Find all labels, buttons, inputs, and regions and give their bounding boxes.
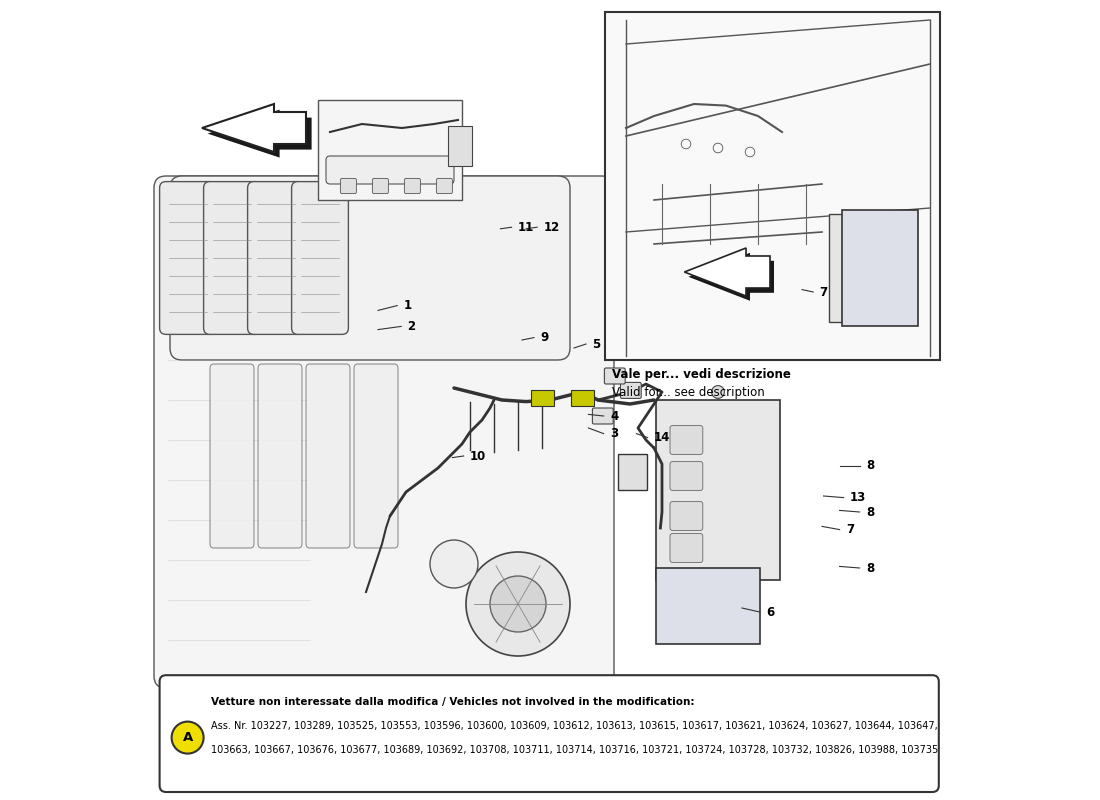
FancyBboxPatch shape [670, 462, 703, 490]
FancyBboxPatch shape [354, 364, 398, 548]
FancyBboxPatch shape [210, 364, 254, 548]
Text: epc.parts: epc.parts [254, 247, 526, 425]
FancyBboxPatch shape [248, 182, 305, 334]
FancyBboxPatch shape [829, 214, 850, 322]
FancyBboxPatch shape [405, 178, 420, 194]
FancyBboxPatch shape [531, 390, 554, 406]
Text: Ass. Nr. 103227, 103289, 103525, 103553, 103596, 103600, 103609, 103612, 103613,: Ass. Nr. 103227, 103289, 103525, 103553,… [211, 721, 937, 730]
Text: 7: 7 [846, 523, 854, 536]
FancyBboxPatch shape [571, 390, 594, 406]
FancyBboxPatch shape [170, 176, 570, 360]
Text: 8: 8 [866, 562, 874, 574]
Text: 8: 8 [866, 506, 874, 518]
Polygon shape [689, 253, 774, 301]
FancyBboxPatch shape [373, 178, 388, 194]
FancyBboxPatch shape [292, 182, 349, 334]
Text: Vetture non interessate dalla modifica / Vehicles not involved in the modificati: Vetture non interessate dalla modifica /… [211, 697, 694, 706]
FancyBboxPatch shape [258, 364, 303, 548]
FancyBboxPatch shape [318, 100, 462, 200]
FancyBboxPatch shape [842, 210, 918, 326]
Circle shape [430, 540, 478, 588]
Text: 7: 7 [820, 286, 827, 298]
FancyBboxPatch shape [604, 368, 625, 384]
Text: 13: 13 [850, 491, 867, 504]
Text: 3: 3 [610, 427, 618, 440]
FancyBboxPatch shape [437, 178, 452, 194]
Circle shape [172, 722, 204, 754]
Text: Vale per... vedi descrizione: Vale per... vedi descrizione [613, 368, 791, 381]
FancyBboxPatch shape [593, 408, 613, 424]
Text: A: A [183, 731, 192, 744]
Text: 14: 14 [654, 431, 670, 444]
FancyBboxPatch shape [670, 534, 703, 562]
Text: Valid for... see description: Valid for... see description [613, 386, 766, 398]
FancyBboxPatch shape [160, 182, 217, 334]
Polygon shape [684, 248, 770, 296]
FancyBboxPatch shape [657, 400, 780, 580]
Circle shape [466, 552, 570, 656]
FancyBboxPatch shape [670, 426, 703, 454]
Text: since 1995: since 1995 [341, 360, 566, 504]
Text: 9: 9 [540, 331, 549, 344]
Text: 6: 6 [766, 606, 774, 618]
FancyBboxPatch shape [605, 12, 939, 360]
FancyBboxPatch shape [204, 182, 261, 334]
Text: 103663, 103667, 103676, 103677, 103689, 103692, 103708, 103711, 103714, 103716, : 103663, 103667, 103676, 103677, 103689, … [211, 746, 938, 755]
Circle shape [712, 386, 725, 398]
Text: 2: 2 [408, 320, 416, 333]
FancyBboxPatch shape [340, 178, 356, 194]
Text: 11: 11 [518, 221, 535, 234]
Text: 8: 8 [866, 459, 874, 472]
FancyBboxPatch shape [326, 156, 454, 184]
FancyBboxPatch shape [618, 454, 647, 490]
Circle shape [490, 576, 546, 632]
Text: 4: 4 [610, 410, 618, 422]
FancyBboxPatch shape [306, 364, 350, 548]
Text: 12: 12 [543, 221, 560, 234]
Text: 10: 10 [470, 450, 486, 462]
FancyBboxPatch shape [448, 126, 472, 166]
Text: A parts4you service: A parts4you service [278, 442, 565, 614]
FancyBboxPatch shape [160, 675, 938, 792]
FancyBboxPatch shape [670, 502, 703, 530]
Polygon shape [208, 110, 311, 158]
FancyBboxPatch shape [620, 382, 641, 398]
Polygon shape [202, 104, 306, 152]
FancyBboxPatch shape [657, 568, 760, 644]
Text: 1: 1 [404, 299, 411, 312]
Text: 5: 5 [593, 338, 601, 350]
FancyBboxPatch shape [154, 176, 614, 688]
